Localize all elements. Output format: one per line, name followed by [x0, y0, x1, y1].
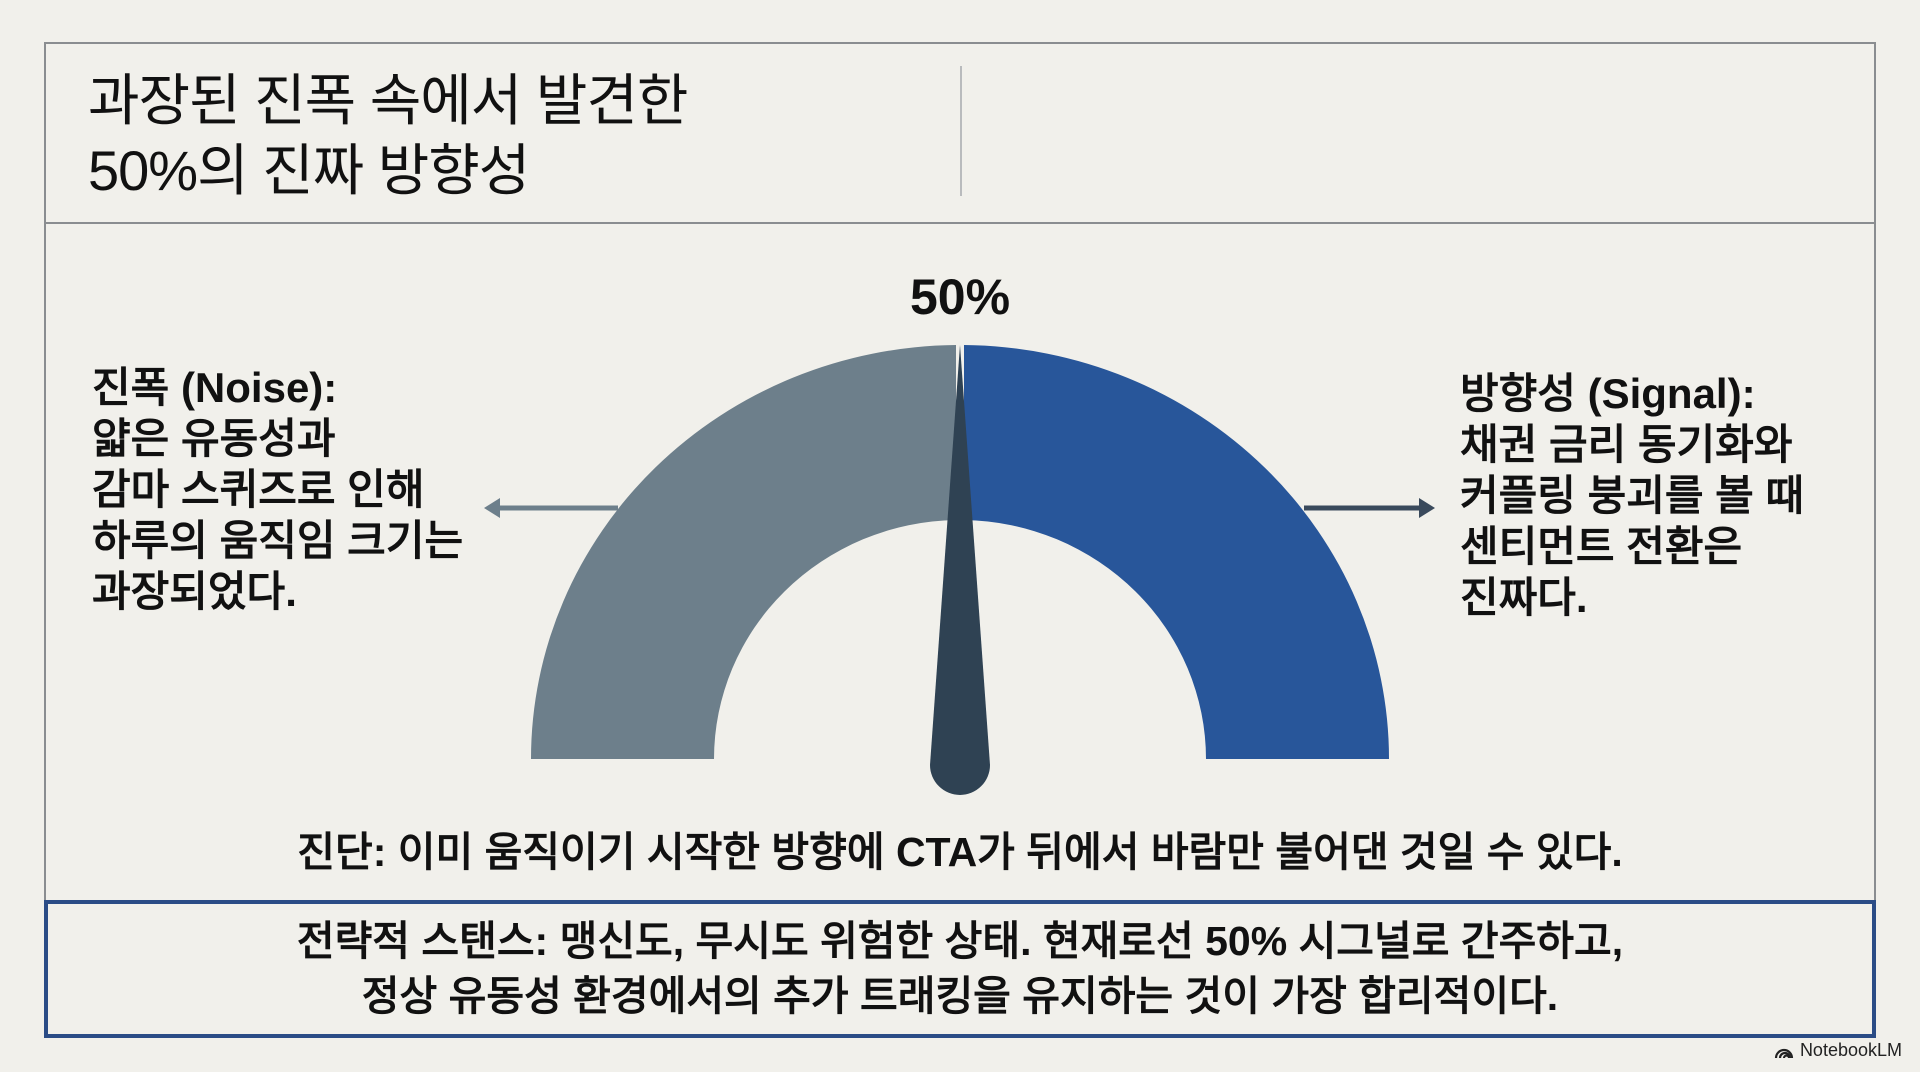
gauge-signal-segment	[964, 345, 1390, 759]
page-title: 과장된 진폭 속에서 발견한 50%의 진짜 방향성	[88, 66, 688, 206]
signal-heading: 방향성 (Signal):	[1460, 370, 1756, 417]
diagnosis-text: 진단: 이미 움직이기 시작한 방향에 CTA가 뒤에서 바람만 불어댄 것일 …	[297, 829, 1623, 875]
noise-line: 얇은 유동성과	[92, 415, 336, 462]
slide-frame	[44, 42, 1876, 1038]
strategy-box: 전략적 스탠스: 맹신도, 무시도 위험한 상태. 현재로선 50% 시그널로 …	[44, 900, 1876, 1038]
noise-heading: 진폭 (Noise):	[92, 364, 338, 411]
noise-line: 감마 스퀴즈로 인해	[92, 466, 425, 513]
noise-line: 과장되었다.	[92, 568, 297, 615]
gauge-noise-segment	[531, 345, 956, 759]
signal-line: 커플링 붕괴를 볼 때	[1460, 472, 1805, 519]
notebooklm-logo-icon	[1774, 1048, 1794, 1058]
signal-description: 방향성 (Signal): 채권 금리 동기화와 커플링 붕괴를 볼 때 센티먼…	[1460, 368, 1804, 623]
header-vertical-divider	[960, 66, 962, 196]
brand-label: NotebookLM	[1799, 1040, 1902, 1060]
right-arrow	[1304, 498, 1435, 518]
gauge-needle	[930, 345, 990, 795]
title-line-2: 50%의 진짜 방향성	[88, 139, 530, 202]
strategy-line-2: 정상 유동성 환경에서의 추가 트래킹을 유지하는 것이 가장 합리적이다.	[361, 973, 1559, 1019]
noise-line: 하루의 움직임 크기는	[92, 517, 464, 564]
gauge-value-label: 50%	[909, 269, 1011, 325]
signal-line: 채권 금리 동기화와	[1460, 421, 1793, 468]
notebooklm-badge: NotebookLM	[1774, 1040, 1902, 1061]
signal-line: 진짜다.	[1460, 574, 1588, 621]
header-divider	[44, 222, 1876, 224]
signal-line: 센티먼트 전환은	[1460, 523, 1743, 570]
left-arrow	[484, 498, 618, 518]
title-line-1: 과장된 진폭 속에서 발견한	[88, 69, 688, 132]
noise-description: 진폭 (Noise): 얇은 유동성과 감마 스퀴즈로 인해 하루의 움직임 크…	[92, 362, 463, 617]
strategy-line-1: 전략적 스탠스: 맹신도, 무시도 위험한 상태. 현재로선 50% 시그널로 …	[296, 918, 1624, 964]
